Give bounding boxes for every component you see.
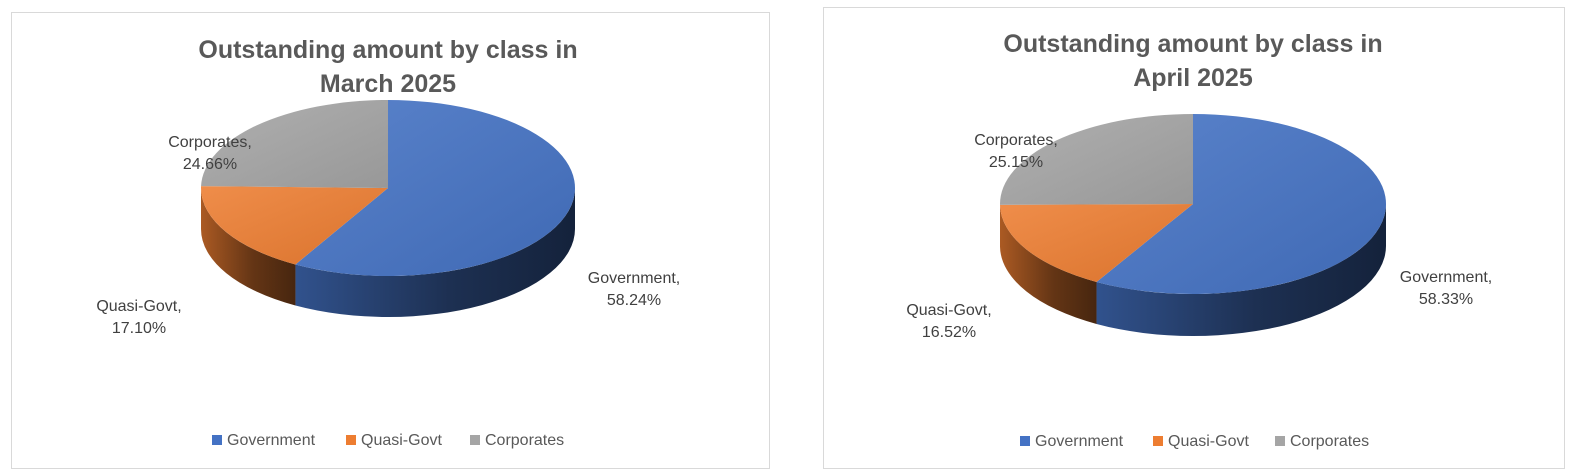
chart-title-line: Outstanding amount by class in xyxy=(1003,30,1382,58)
chart-title-line: Outstanding amount by class in xyxy=(198,36,577,64)
pie-slice-quasi-govt xyxy=(1000,204,1193,282)
data-label: Corporates, 24.66% xyxy=(168,134,252,173)
legend-swatch xyxy=(212,435,222,445)
data-label: Government, 58.33% xyxy=(1400,269,1492,308)
pie-chart-april-2025: Outstanding amount by class in April 2025… xyxy=(823,7,1565,469)
pie-top xyxy=(200,100,575,276)
pie-slice-corporates xyxy=(201,100,388,188)
legend-swatch xyxy=(346,435,356,445)
pie-slice-corporates xyxy=(1000,114,1193,205)
legend-item: Corporates xyxy=(485,432,564,449)
legend-item: Government xyxy=(227,432,316,449)
legend-item: Government xyxy=(1035,433,1124,450)
chart-title-line: March 2025 xyxy=(320,70,456,98)
data-label: Quasi-Govt, 16.52% xyxy=(906,302,991,341)
legend: Government Quasi-Govt Corporates xyxy=(1020,433,1369,450)
legend-swatch xyxy=(470,435,480,445)
pie-slice-government xyxy=(295,100,575,276)
legend: Government Quasi-Govt Corporates xyxy=(212,432,564,449)
pie-side-government xyxy=(295,188,575,318)
legend-swatch xyxy=(1020,436,1030,446)
data-label: Government, 58.24% xyxy=(588,270,680,309)
pie-chart-svg: Outstanding amount by class in March 2025… xyxy=(96,36,680,449)
legend-item: Quasi-Govt xyxy=(1168,433,1249,450)
data-label: Quasi-Govt, 17.10% xyxy=(96,298,181,337)
chart-title-line: April 2025 xyxy=(1133,64,1253,92)
pie-sides xyxy=(201,188,575,318)
legend-swatch xyxy=(1153,436,1163,446)
legend-swatch xyxy=(1275,436,1285,446)
pie-side-quasi-govt xyxy=(1000,204,1097,324)
pie-chart-svg: Outstanding amount by class in April 2025… xyxy=(906,30,1492,450)
pie-slice-quasi-govt xyxy=(200,186,388,265)
pie-slice-government xyxy=(1096,114,1386,294)
legend-item: Quasi-Govt xyxy=(361,432,442,449)
pie-side-government xyxy=(1096,204,1386,337)
legend-item: Corporates xyxy=(1290,433,1369,450)
data-label: Corporates, 25.15% xyxy=(974,132,1058,171)
pie-chart-march-2025: Outstanding amount by class in March 2025… xyxy=(11,12,770,469)
pie-top xyxy=(1000,114,1386,294)
pie-sides xyxy=(1000,204,1386,337)
pie-side-quasi-govt xyxy=(201,188,296,306)
